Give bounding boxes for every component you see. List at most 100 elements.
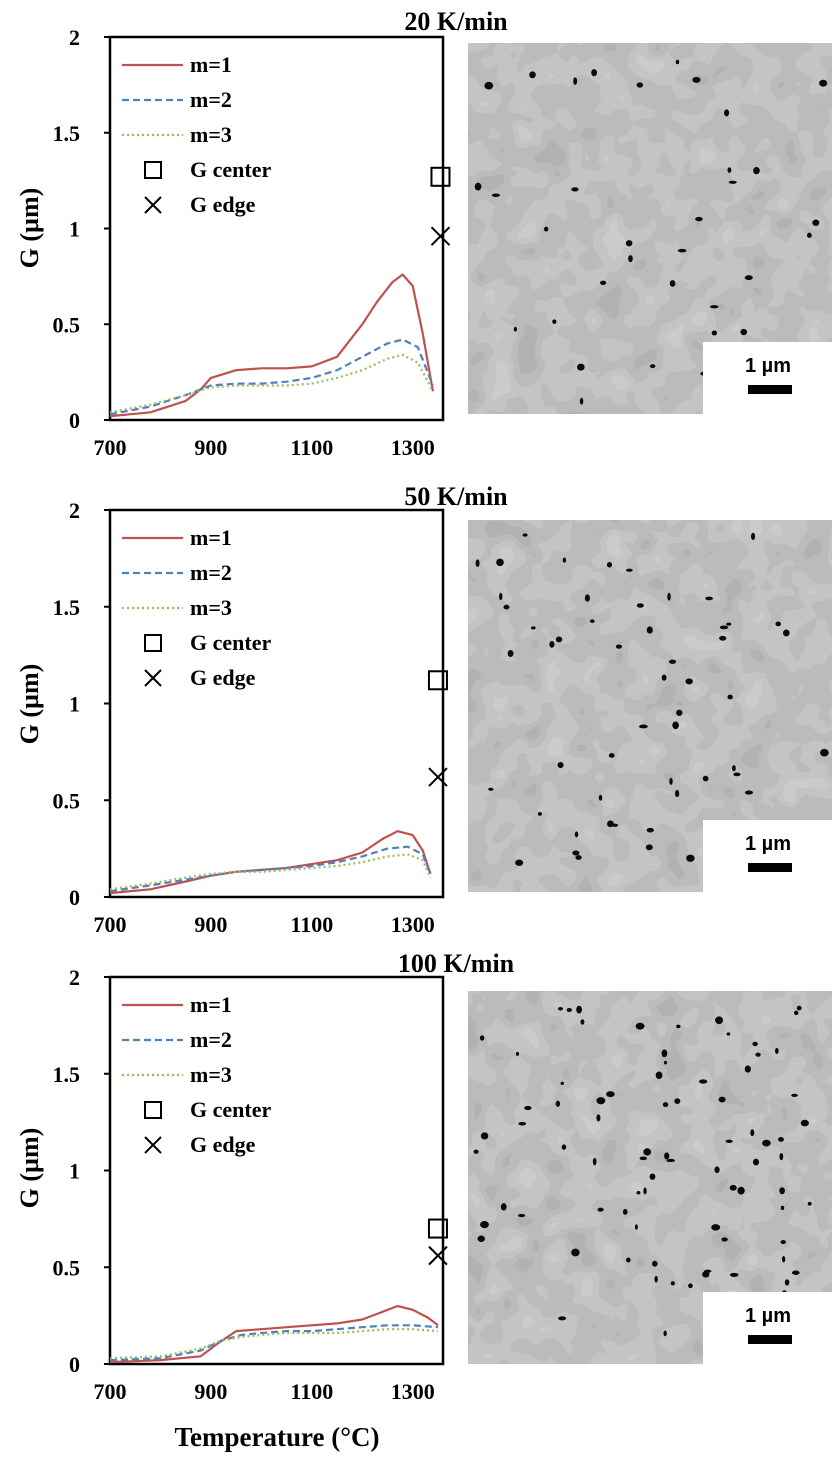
pore (807, 1201, 812, 1206)
x-tick-label: 1100 (290, 435, 333, 460)
pore (709, 305, 719, 309)
y-tick-label: 2 (69, 25, 80, 50)
legend-label: G edge (190, 192, 256, 217)
pore (566, 1008, 572, 1013)
legend-cross-icon (144, 669, 162, 687)
chart-panel: 100 K/min 0 0.5 1 1.5 2 700 900 1100 1300 G (µm) m=… (15, 949, 832, 1404)
pore (639, 1156, 648, 1161)
y-tick-label: 1.5 (53, 121, 81, 146)
pore (591, 69, 597, 77)
g-center-marker (427, 670, 448, 691)
pore (752, 1041, 758, 1047)
pore (819, 79, 828, 87)
pore (635, 1022, 645, 1030)
chart-title: 100 K/min (398, 949, 515, 978)
y-tick-label: 1.5 (53, 1062, 81, 1087)
g-edge-marker (428, 767, 448, 787)
pore (634, 1224, 638, 1230)
legend: m=1 m=2 m=3 G center G edge (122, 992, 271, 1157)
legend-label: G center (190, 1097, 271, 1122)
x-axis-title: Temperature (°C) (174, 1422, 379, 1452)
chart-panel: 50 K/min 0 0.5 1 1.5 2 700 900 1100 1300 G (µm) m=1… (15, 482, 832, 937)
pore (726, 1032, 731, 1036)
pore (598, 794, 603, 801)
pore (649, 1173, 656, 1180)
legend-label: G edge (190, 665, 256, 690)
pore (820, 748, 829, 757)
scale-bar (748, 385, 792, 394)
pore (592, 1157, 597, 1166)
pore (576, 1005, 583, 1014)
pore (500, 1203, 507, 1211)
legend-label: G center (190, 630, 271, 655)
pore (661, 1049, 668, 1058)
pore (549, 640, 555, 648)
g-edge-marker (430, 226, 451, 246)
pore (552, 319, 557, 324)
pore (655, 1071, 663, 1080)
pore (702, 1271, 710, 1278)
x-tick-label: 1300 (391, 912, 435, 937)
pore (744, 1065, 751, 1073)
pore (796, 1005, 802, 1011)
pore (571, 1248, 580, 1257)
pore (791, 1093, 798, 1098)
pore (484, 81, 494, 90)
pore (714, 1166, 720, 1174)
pore (725, 1139, 733, 1144)
pore (727, 167, 732, 173)
pore (654, 1275, 658, 1283)
x-tick-label: 1100 (290, 912, 333, 937)
pore (645, 844, 653, 851)
pore (685, 678, 693, 685)
pore (606, 1091, 615, 1098)
series-line-m3 (109, 853, 432, 891)
pore (676, 709, 683, 716)
pore (702, 775, 709, 782)
sem-micrograph: 1 µm (468, 520, 832, 892)
pore (715, 1016, 724, 1025)
pore (574, 831, 579, 838)
pore (475, 559, 480, 567)
x-tick-label: 900 (194, 912, 227, 937)
g-edge-marker-stroke (428, 1245, 448, 1266)
pore (529, 71, 536, 79)
pore (737, 1186, 745, 1195)
y-tick-label: 1 (69, 692, 80, 717)
pore (477, 1235, 485, 1242)
pore (649, 364, 656, 369)
g-center-marker (427, 1218, 448, 1239)
x-tick-label: 700 (94, 1379, 127, 1404)
pore (675, 59, 680, 65)
pore (507, 650, 514, 658)
pore (762, 1139, 771, 1147)
y-tick-label: 2 (69, 498, 80, 523)
pore (518, 1213, 526, 1218)
pore (744, 790, 754, 795)
y-tick-label: 0.5 (53, 312, 81, 337)
pore (669, 280, 676, 287)
pore (794, 1010, 799, 1016)
pore (479, 1035, 485, 1041)
pore (572, 850, 580, 856)
pore (663, 1060, 668, 1065)
pore (597, 1207, 604, 1212)
pore (782, 1255, 786, 1263)
pore (543, 226, 549, 232)
y-tick-label: 0 (69, 1352, 80, 1377)
pore (676, 1024, 681, 1029)
pore (600, 280, 607, 286)
pore (718, 1096, 726, 1103)
y-tick-label: 2 (69, 965, 80, 990)
g-edge-marker-stroke (430, 226, 451, 246)
x-tick-label: 900 (194, 435, 227, 460)
y-axis-title: G (µm) (15, 188, 44, 269)
pore (812, 219, 820, 226)
pore (664, 1152, 670, 1160)
pore (555, 636, 563, 643)
pore (622, 1208, 628, 1215)
x-tick-label: 900 (194, 1379, 227, 1404)
pore (560, 1081, 564, 1085)
pore (522, 533, 528, 537)
pore (670, 1281, 675, 1286)
